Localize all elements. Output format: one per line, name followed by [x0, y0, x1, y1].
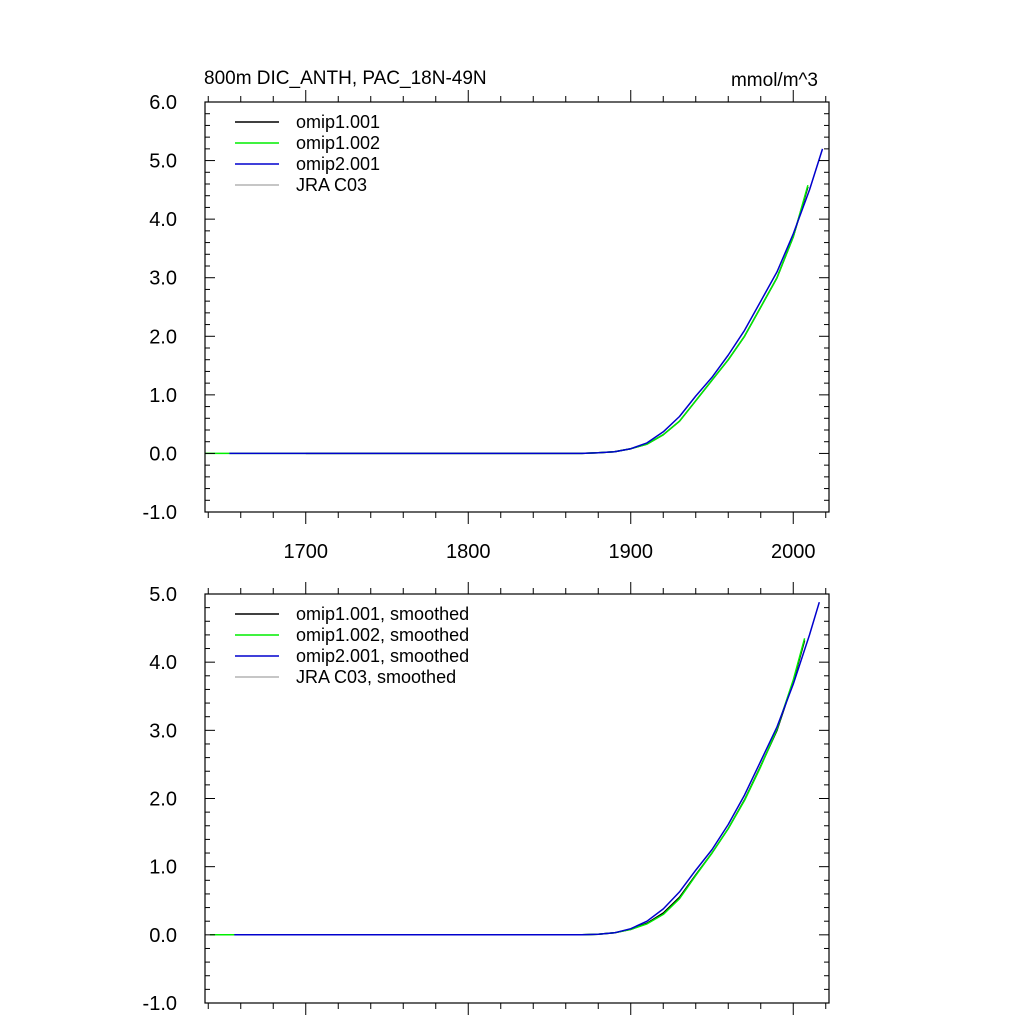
legend-label-3: JRA C03 [296, 175, 367, 195]
x-tick-label: 1800 [446, 541, 491, 563]
y-tick-label: 1.0 [149, 385, 177, 407]
y-tick-label: 3.0 [149, 268, 177, 290]
x-tick-label: 2000 [771, 541, 816, 563]
y-tick-label: 0.0 [149, 925, 177, 947]
y-tick-label: 2.0 [149, 326, 177, 348]
legend-label-1: omip1.002 [296, 133, 380, 153]
x-tick-label: 1900 [609, 541, 654, 563]
x-tick-label: 1700 [284, 541, 329, 563]
series-group [205, 148, 824, 455]
y-tick-label: 5.0 [149, 584, 177, 606]
y-tick-label: 5.0 [149, 151, 177, 173]
units-label: mmol/m^3 [731, 70, 818, 91]
y-tick-label: -1.0 [143, 993, 177, 1015]
y-tick-label: 6.0 [149, 92, 177, 114]
legend-label-3: JRA C03, smoothed [296, 667, 456, 687]
series-line-2 [229, 148, 824, 455]
legend-label-0: omip1.001, smoothed [296, 604, 469, 624]
y-tick-label: 0.0 [149, 443, 177, 465]
series-line-1 [205, 184, 809, 455]
y-tick-label: 4.0 [149, 652, 177, 674]
y-tick-label: 4.0 [149, 209, 177, 231]
plot-frame [204, 101, 830, 513]
y-tick-label: -1.0 [143, 502, 177, 524]
panel-top: -1.0 0.0 1.0 2.0 3.0 4.0 5.0 6.0 1700 1800 1900 200… [143, 90, 830, 563]
legend-label-2: omip2.001 [296, 154, 380, 174]
series-group [209, 601, 821, 936]
y-tick-label: 1.0 [149, 857, 177, 879]
series-line-0 [305, 186, 809, 455]
legend-label-2: omip2.001, smoothed [296, 646, 469, 666]
y-tick-label: 2.0 [149, 789, 177, 811]
figure-title: 800m DIC_ANTH, PAC_18N-49N [204, 68, 487, 89]
legend-label-0: omip1.001 [296, 112, 380, 132]
legend-label-1: omip1.002, smoothed [296, 625, 469, 645]
y-tick-label: 3.0 [149, 720, 177, 742]
series-line-2 [234, 601, 821, 936]
panel-bottom: -1.0 0.0 1.0 2.0 3.0 4.0 5.0 omip1.001, smoothe… [143, 582, 830, 1015]
